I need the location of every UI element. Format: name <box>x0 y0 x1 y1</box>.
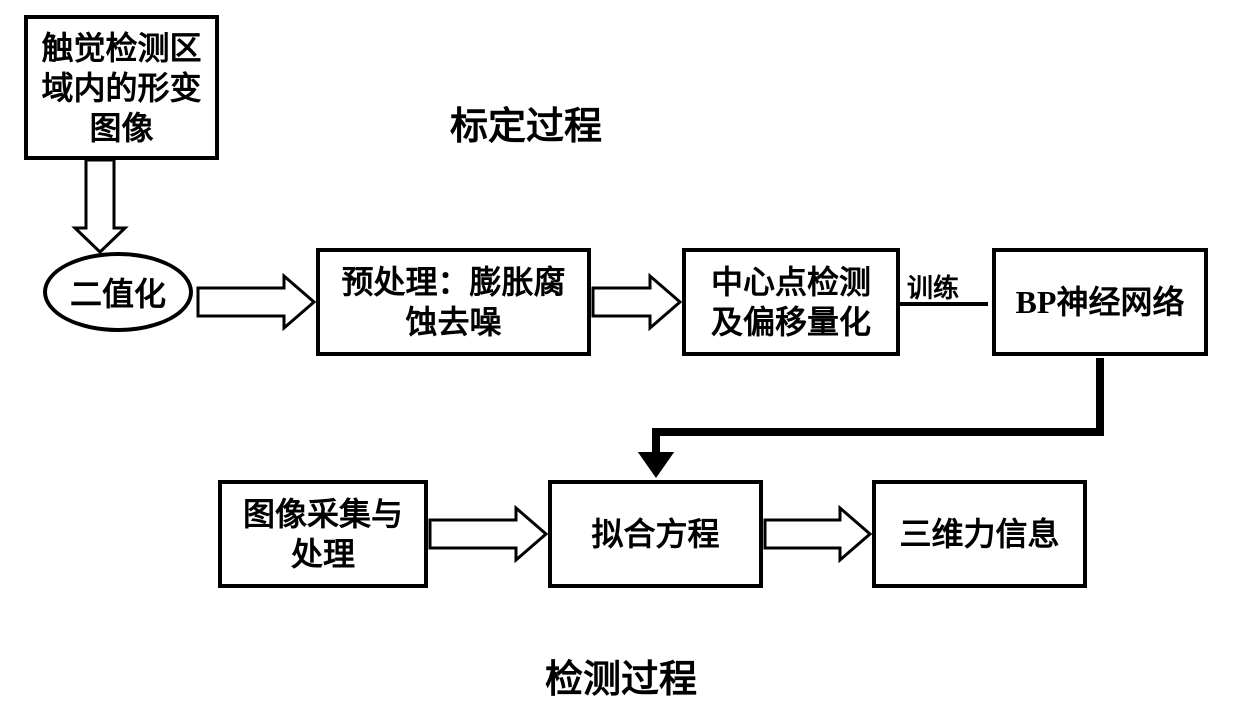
edge-label-train: 训练 <box>907 268 959 305</box>
node-force-3d: 三维力信息 <box>872 480 1087 588</box>
node-fit-equation: 拟合方程 <box>548 480 763 588</box>
node-input-image: 触觉检测区域内的形变图像 <box>24 15 219 160</box>
title-calibration: 标定过程 <box>450 95 602 150</box>
diagram-stage: { "titles": { "calibration": "标定过程", "de… <box>0 0 1239 725</box>
node-image-acquire: 图像采集与处理 <box>218 480 428 588</box>
node-center-offset: 中心点检测及偏移量化 <box>682 248 900 356</box>
title-detection: 检测过程 <box>545 648 697 703</box>
node-binarize: 二值化 <box>43 252 193 332</box>
node-preprocess: 预处理：膨胀腐蚀去噪 <box>316 248 591 356</box>
node-bpnn: BP神经网络 <box>992 248 1208 356</box>
